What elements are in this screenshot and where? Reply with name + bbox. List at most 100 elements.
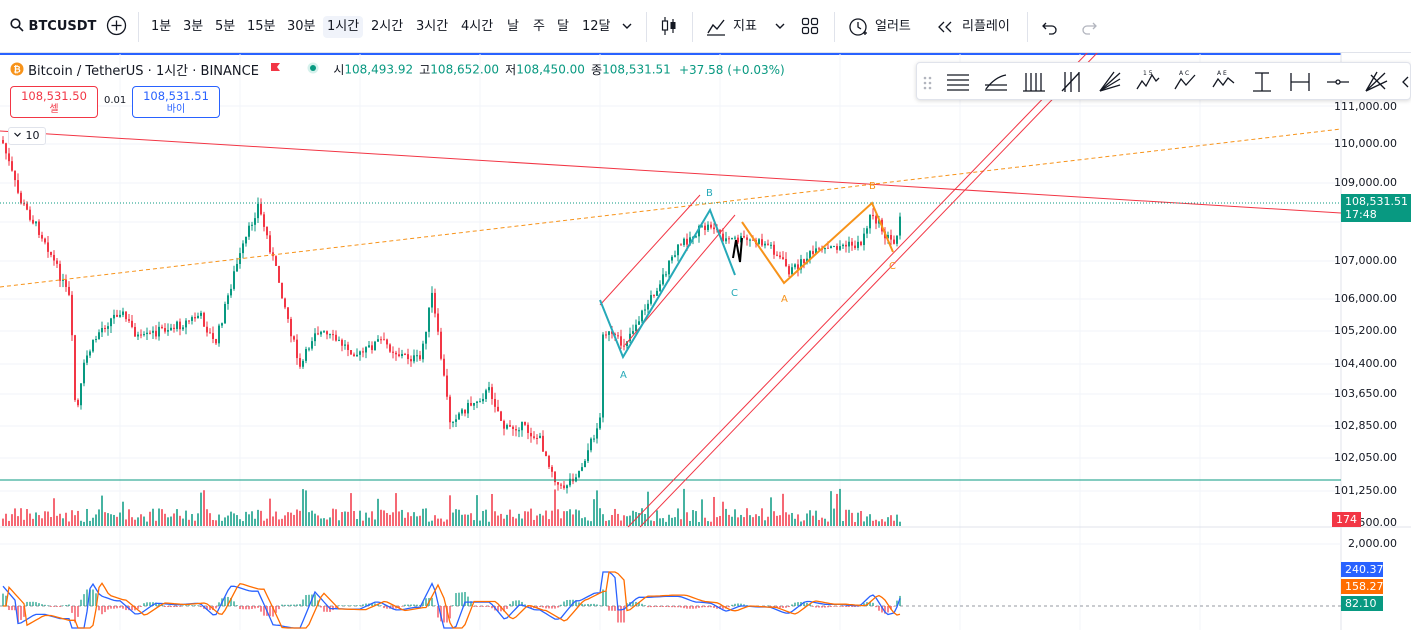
histogram-bar bbox=[371, 603, 373, 606]
volume-bar bbox=[263, 520, 265, 526]
candle-body bbox=[44, 238, 46, 243]
replay-button[interactable]: 리플레이 bbox=[962, 19, 1010, 34]
timeframe-30m[interactable]: 30분 bbox=[287, 19, 316, 34]
fib-retracement-icon[interactable] bbox=[945, 69, 971, 95]
timeframe-1h[interactable]: 1시간 bbox=[323, 16, 364, 38]
collapse-indicators-button[interactable]: 10 bbox=[8, 127, 46, 145]
volume-bar bbox=[80, 520, 82, 526]
volume-bar bbox=[308, 512, 310, 526]
histogram-bar bbox=[692, 606, 694, 609]
timeframe-3m[interactable]: 3분 bbox=[183, 19, 204, 34]
volume-bar bbox=[254, 518, 256, 526]
histogram-bar bbox=[698, 606, 700, 608]
price-axis-label: 109,000.00 bbox=[1334, 176, 1397, 189]
chevron-left-icon[interactable] bbox=[1399, 69, 1411, 95]
candle-body bbox=[518, 430, 520, 432]
histogram-bar bbox=[863, 603, 865, 606]
candle-body bbox=[56, 260, 58, 264]
histogram-bar bbox=[347, 605, 349, 606]
histogram-bar bbox=[353, 605, 355, 606]
alarm-icon[interactable] bbox=[847, 15, 869, 45]
candle-body bbox=[842, 244, 844, 247]
volume-bar bbox=[638, 513, 640, 526]
volume-bar bbox=[479, 520, 481, 526]
candle-body bbox=[314, 333, 316, 342]
chevron-down-icon[interactable] bbox=[621, 16, 633, 46]
histogram-bar bbox=[320, 606, 322, 608]
undo-icon[interactable] bbox=[1041, 16, 1059, 46]
candle-body bbox=[668, 260, 670, 275]
chart-area[interactable]: A B C A B C 111,000.00 110,000.00 109,00… bbox=[0, 53, 1411, 630]
candlestick-icon[interactable] bbox=[659, 15, 679, 45]
symbol-description[interactable]: Bitcoin / TetherUS · 1시간 · BINANCE bbox=[28, 64, 259, 79]
candle-body bbox=[230, 288, 232, 296]
volume-bar bbox=[89, 520, 91, 526]
candle-body bbox=[47, 242, 49, 252]
rewind-icon[interactable] bbox=[936, 16, 954, 46]
flag-icon[interactable] bbox=[269, 62, 285, 77]
horizontal-ray-icon[interactable] bbox=[1325, 69, 1351, 95]
fib-channel-icon[interactable] bbox=[1021, 69, 1047, 95]
price-chart[interactable] bbox=[0, 53, 1411, 630]
drag-handle-icon[interactable] bbox=[921, 69, 935, 95]
symbol-search[interactable]: BTCUSDT bbox=[10, 16, 96, 38]
histogram-bar bbox=[350, 605, 352, 606]
fib-extension-icon[interactable] bbox=[983, 69, 1009, 95]
fib-time-zone-icon[interactable] bbox=[1059, 69, 1085, 95]
date-range-icon[interactable] bbox=[1249, 69, 1275, 95]
timeframe-1m[interactable]: 1분 bbox=[151, 19, 172, 34]
histogram-bar bbox=[743, 604, 745, 606]
timeframe-5m[interactable]: 5분 bbox=[215, 19, 236, 34]
timeframe-15m[interactable]: 15분 bbox=[247, 19, 276, 34]
volume-bar bbox=[284, 515, 286, 526]
indicators-chevron-icon[interactable] bbox=[774, 16, 786, 46]
timeframe-week[interactable]: 주 bbox=[533, 19, 545, 34]
volume-bar bbox=[404, 517, 406, 526]
timeframe-2h[interactable]: 2시간 bbox=[371, 19, 404, 34]
volume-bar bbox=[161, 509, 163, 526]
gann-fan-icon[interactable] bbox=[1097, 69, 1123, 95]
candle-body bbox=[728, 238, 730, 240]
histogram-bar bbox=[434, 605, 436, 606]
histogram-bar bbox=[821, 606, 823, 608]
volume-bar bbox=[182, 518, 184, 526]
indicators-icon[interactable] bbox=[706, 15, 726, 45]
candle-body bbox=[269, 235, 271, 253]
indicators-button[interactable]: 지표 bbox=[733, 19, 757, 34]
volume-bar bbox=[449, 495, 451, 526]
redo-icon[interactable] bbox=[1080, 16, 1098, 46]
volume-bar bbox=[515, 518, 517, 526]
histogram-bar bbox=[323, 606, 325, 612]
buy-button[interactable]: 108,531.51 바이 bbox=[132, 86, 220, 118]
candle-body bbox=[362, 351, 364, 353]
candle-body bbox=[611, 331, 613, 334]
volume-bar bbox=[821, 517, 823, 526]
candle-body bbox=[128, 319, 130, 321]
grid-icon[interactable] bbox=[801, 16, 819, 44]
volume-bar bbox=[398, 511, 400, 526]
volume-bar bbox=[506, 514, 508, 526]
elliott-impulse-icon[interactable]: 1 5 bbox=[1135, 69, 1161, 95]
indicator-count: 10 bbox=[25, 129, 40, 142]
price-range-icon[interactable] bbox=[1287, 69, 1313, 95]
volume-bar bbox=[815, 510, 817, 526]
volume-bar bbox=[764, 520, 766, 526]
volume-bar bbox=[338, 520, 340, 526]
volume-bar bbox=[833, 508, 835, 526]
elliott-triangle-icon[interactable]: A E bbox=[1211, 69, 1237, 95]
volume-bar bbox=[113, 514, 115, 526]
timeframe-4h[interactable]: 4시간 bbox=[461, 19, 494, 34]
timeframe-3h[interactable]: 3시간 bbox=[416, 19, 449, 34]
histogram-bar bbox=[737, 603, 739, 606]
candle-body bbox=[284, 298, 286, 308]
timeframe-day[interactable]: 날 bbox=[507, 19, 519, 34]
elliott-correction-icon[interactable]: A C bbox=[1173, 69, 1199, 95]
pitchfan-icon[interactable] bbox=[1363, 69, 1389, 95]
plus-circle-icon[interactable] bbox=[106, 15, 127, 44]
alert-button[interactable]: 얼러트 bbox=[875, 19, 911, 34]
timeframe-12m[interactable]: 12달 bbox=[582, 19, 611, 34]
histogram-bar bbox=[194, 605, 196, 606]
sell-button[interactable]: 108,531.50 셀 bbox=[10, 86, 98, 118]
histogram-bar bbox=[374, 603, 376, 606]
timeframe-month[interactable]: 달 bbox=[557, 19, 569, 34]
